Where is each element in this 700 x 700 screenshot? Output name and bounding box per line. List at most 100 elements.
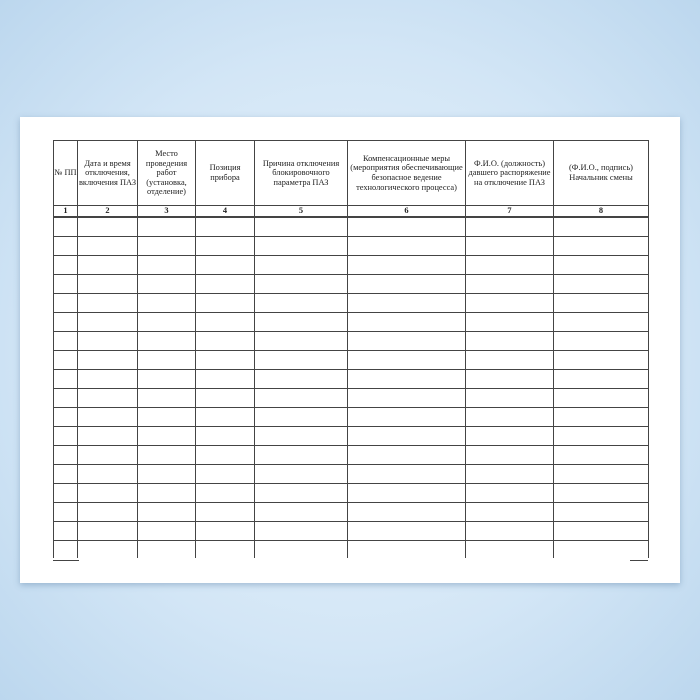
table-cell[interactable]: [465, 540, 554, 558]
table-cell[interactable]: [553, 426, 649, 446]
table-cell[interactable]: [254, 521, 348, 541]
table-cell[interactable]: [137, 216, 196, 237]
table-cell[interactable]: [347, 369, 466, 389]
table-cell[interactable]: [195, 293, 255, 313]
table-cell[interactable]: [195, 407, 255, 427]
table-cell[interactable]: [254, 540, 348, 558]
table-cell[interactable]: [465, 274, 554, 294]
table-cell[interactable]: [137, 331, 196, 351]
table-cell[interactable]: [465, 255, 554, 275]
table-cell[interactable]: [347, 407, 466, 427]
table-cell[interactable]: [465, 426, 554, 446]
table-cell[interactable]: [53, 293, 78, 313]
table-cell[interactable]: [195, 388, 255, 408]
table-cell[interactable]: [553, 540, 649, 558]
table-cell[interactable]: [254, 426, 348, 446]
table-cell[interactable]: [77, 483, 138, 503]
table-cell[interactable]: [553, 216, 649, 237]
table-cell[interactable]: [195, 426, 255, 446]
table-cell[interactable]: [77, 293, 138, 313]
table-cell[interactable]: [195, 274, 255, 294]
table-cell[interactable]: [254, 445, 348, 465]
table-cell[interactable]: [137, 502, 196, 522]
table-cell[interactable]: [254, 274, 348, 294]
table-cell[interactable]: [137, 312, 196, 332]
table-cell[interactable]: [553, 502, 649, 522]
table-cell[interactable]: [195, 464, 255, 484]
table-cell[interactable]: [53, 464, 78, 484]
table-cell[interactable]: [553, 293, 649, 313]
table-cell[interactable]: [53, 483, 78, 503]
table-cell[interactable]: [77, 445, 138, 465]
table-cell[interactable]: [465, 445, 554, 465]
table-cell[interactable]: [137, 255, 196, 275]
table-cell[interactable]: [77, 388, 138, 408]
table-cell[interactable]: [137, 540, 196, 558]
table-cell[interactable]: [254, 293, 348, 313]
table-cell[interactable]: [195, 236, 255, 256]
table-cell[interactable]: [553, 274, 649, 294]
table-cell[interactable]: [347, 464, 466, 484]
table-cell[interactable]: [465, 369, 554, 389]
table-cell[interactable]: [347, 350, 466, 370]
table-cell[interactable]: [553, 331, 649, 351]
table-cell[interactable]: [254, 331, 348, 351]
table-cell[interactable]: [77, 274, 138, 294]
table-cell[interactable]: [347, 331, 466, 351]
table-cell[interactable]: [553, 388, 649, 408]
table-cell[interactable]: [53, 350, 78, 370]
table-cell[interactable]: [195, 445, 255, 465]
table-cell[interactable]: [465, 502, 554, 522]
table-cell[interactable]: [77, 331, 138, 351]
table-cell[interactable]: [553, 521, 649, 541]
table-cell[interactable]: [77, 502, 138, 522]
table-cell[interactable]: [254, 216, 348, 237]
table-cell[interactable]: [77, 350, 138, 370]
table-cell[interactable]: [347, 483, 466, 503]
table-cell[interactable]: [553, 255, 649, 275]
table-cell[interactable]: [137, 369, 196, 389]
table-cell[interactable]: [254, 407, 348, 427]
table-cell[interactable]: [347, 445, 466, 465]
table-cell[interactable]: [254, 255, 348, 275]
table-cell[interactable]: [137, 521, 196, 541]
table-cell[interactable]: [347, 293, 466, 313]
table-cell[interactable]: [465, 483, 554, 503]
table-cell[interactable]: [195, 350, 255, 370]
table-cell[interactable]: [77, 216, 138, 237]
table-cell[interactable]: [553, 236, 649, 256]
table-cell[interactable]: [77, 426, 138, 446]
table-cell[interactable]: [553, 483, 649, 503]
table-cell[interactable]: [553, 312, 649, 332]
table-cell[interactable]: [77, 464, 138, 484]
table-cell[interactable]: [137, 236, 196, 256]
table-cell[interactable]: [347, 236, 466, 256]
table-cell[interactable]: [137, 445, 196, 465]
table-cell[interactable]: [195, 502, 255, 522]
table-cell[interactable]: [77, 407, 138, 427]
table-cell[interactable]: [465, 312, 554, 332]
table-cell[interactable]: [347, 540, 466, 558]
table-cell[interactable]: [53, 502, 78, 522]
table-cell[interactable]: [254, 312, 348, 332]
table-cell[interactable]: [53, 540, 78, 558]
table-cell[interactable]: [77, 255, 138, 275]
table-cell[interactable]: [77, 521, 138, 541]
table-cell[interactable]: [137, 464, 196, 484]
table-cell[interactable]: [465, 350, 554, 370]
table-cell[interactable]: [254, 502, 348, 522]
table-cell[interactable]: [195, 369, 255, 389]
table-cell[interactable]: [195, 255, 255, 275]
table-cell[interactable]: [254, 388, 348, 408]
table-cell[interactable]: [53, 407, 78, 427]
table-cell[interactable]: [53, 445, 78, 465]
table-cell[interactable]: [347, 216, 466, 237]
table-cell[interactable]: [465, 521, 554, 541]
table-cell[interactable]: [553, 350, 649, 370]
table-cell[interactable]: [77, 540, 138, 558]
table-cell[interactable]: [195, 216, 255, 237]
table-cell[interactable]: [465, 216, 554, 237]
table-cell[interactable]: [53, 388, 78, 408]
table-cell[interactable]: [77, 312, 138, 332]
table-cell[interactable]: [465, 293, 554, 313]
